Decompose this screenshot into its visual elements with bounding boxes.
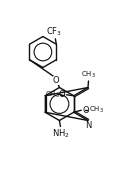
- Text: CH$_3$: CH$_3$: [81, 70, 96, 80]
- Text: CH$_3$: CH$_3$: [45, 90, 60, 100]
- Text: CF$_3$: CF$_3$: [46, 25, 62, 38]
- Text: O: O: [59, 90, 65, 99]
- Text: O: O: [53, 76, 59, 84]
- Text: CH$_3$: CH$_3$: [89, 105, 104, 115]
- Text: O: O: [83, 106, 89, 115]
- Text: N: N: [85, 121, 92, 131]
- Text: NH$_2$: NH$_2$: [52, 128, 69, 141]
